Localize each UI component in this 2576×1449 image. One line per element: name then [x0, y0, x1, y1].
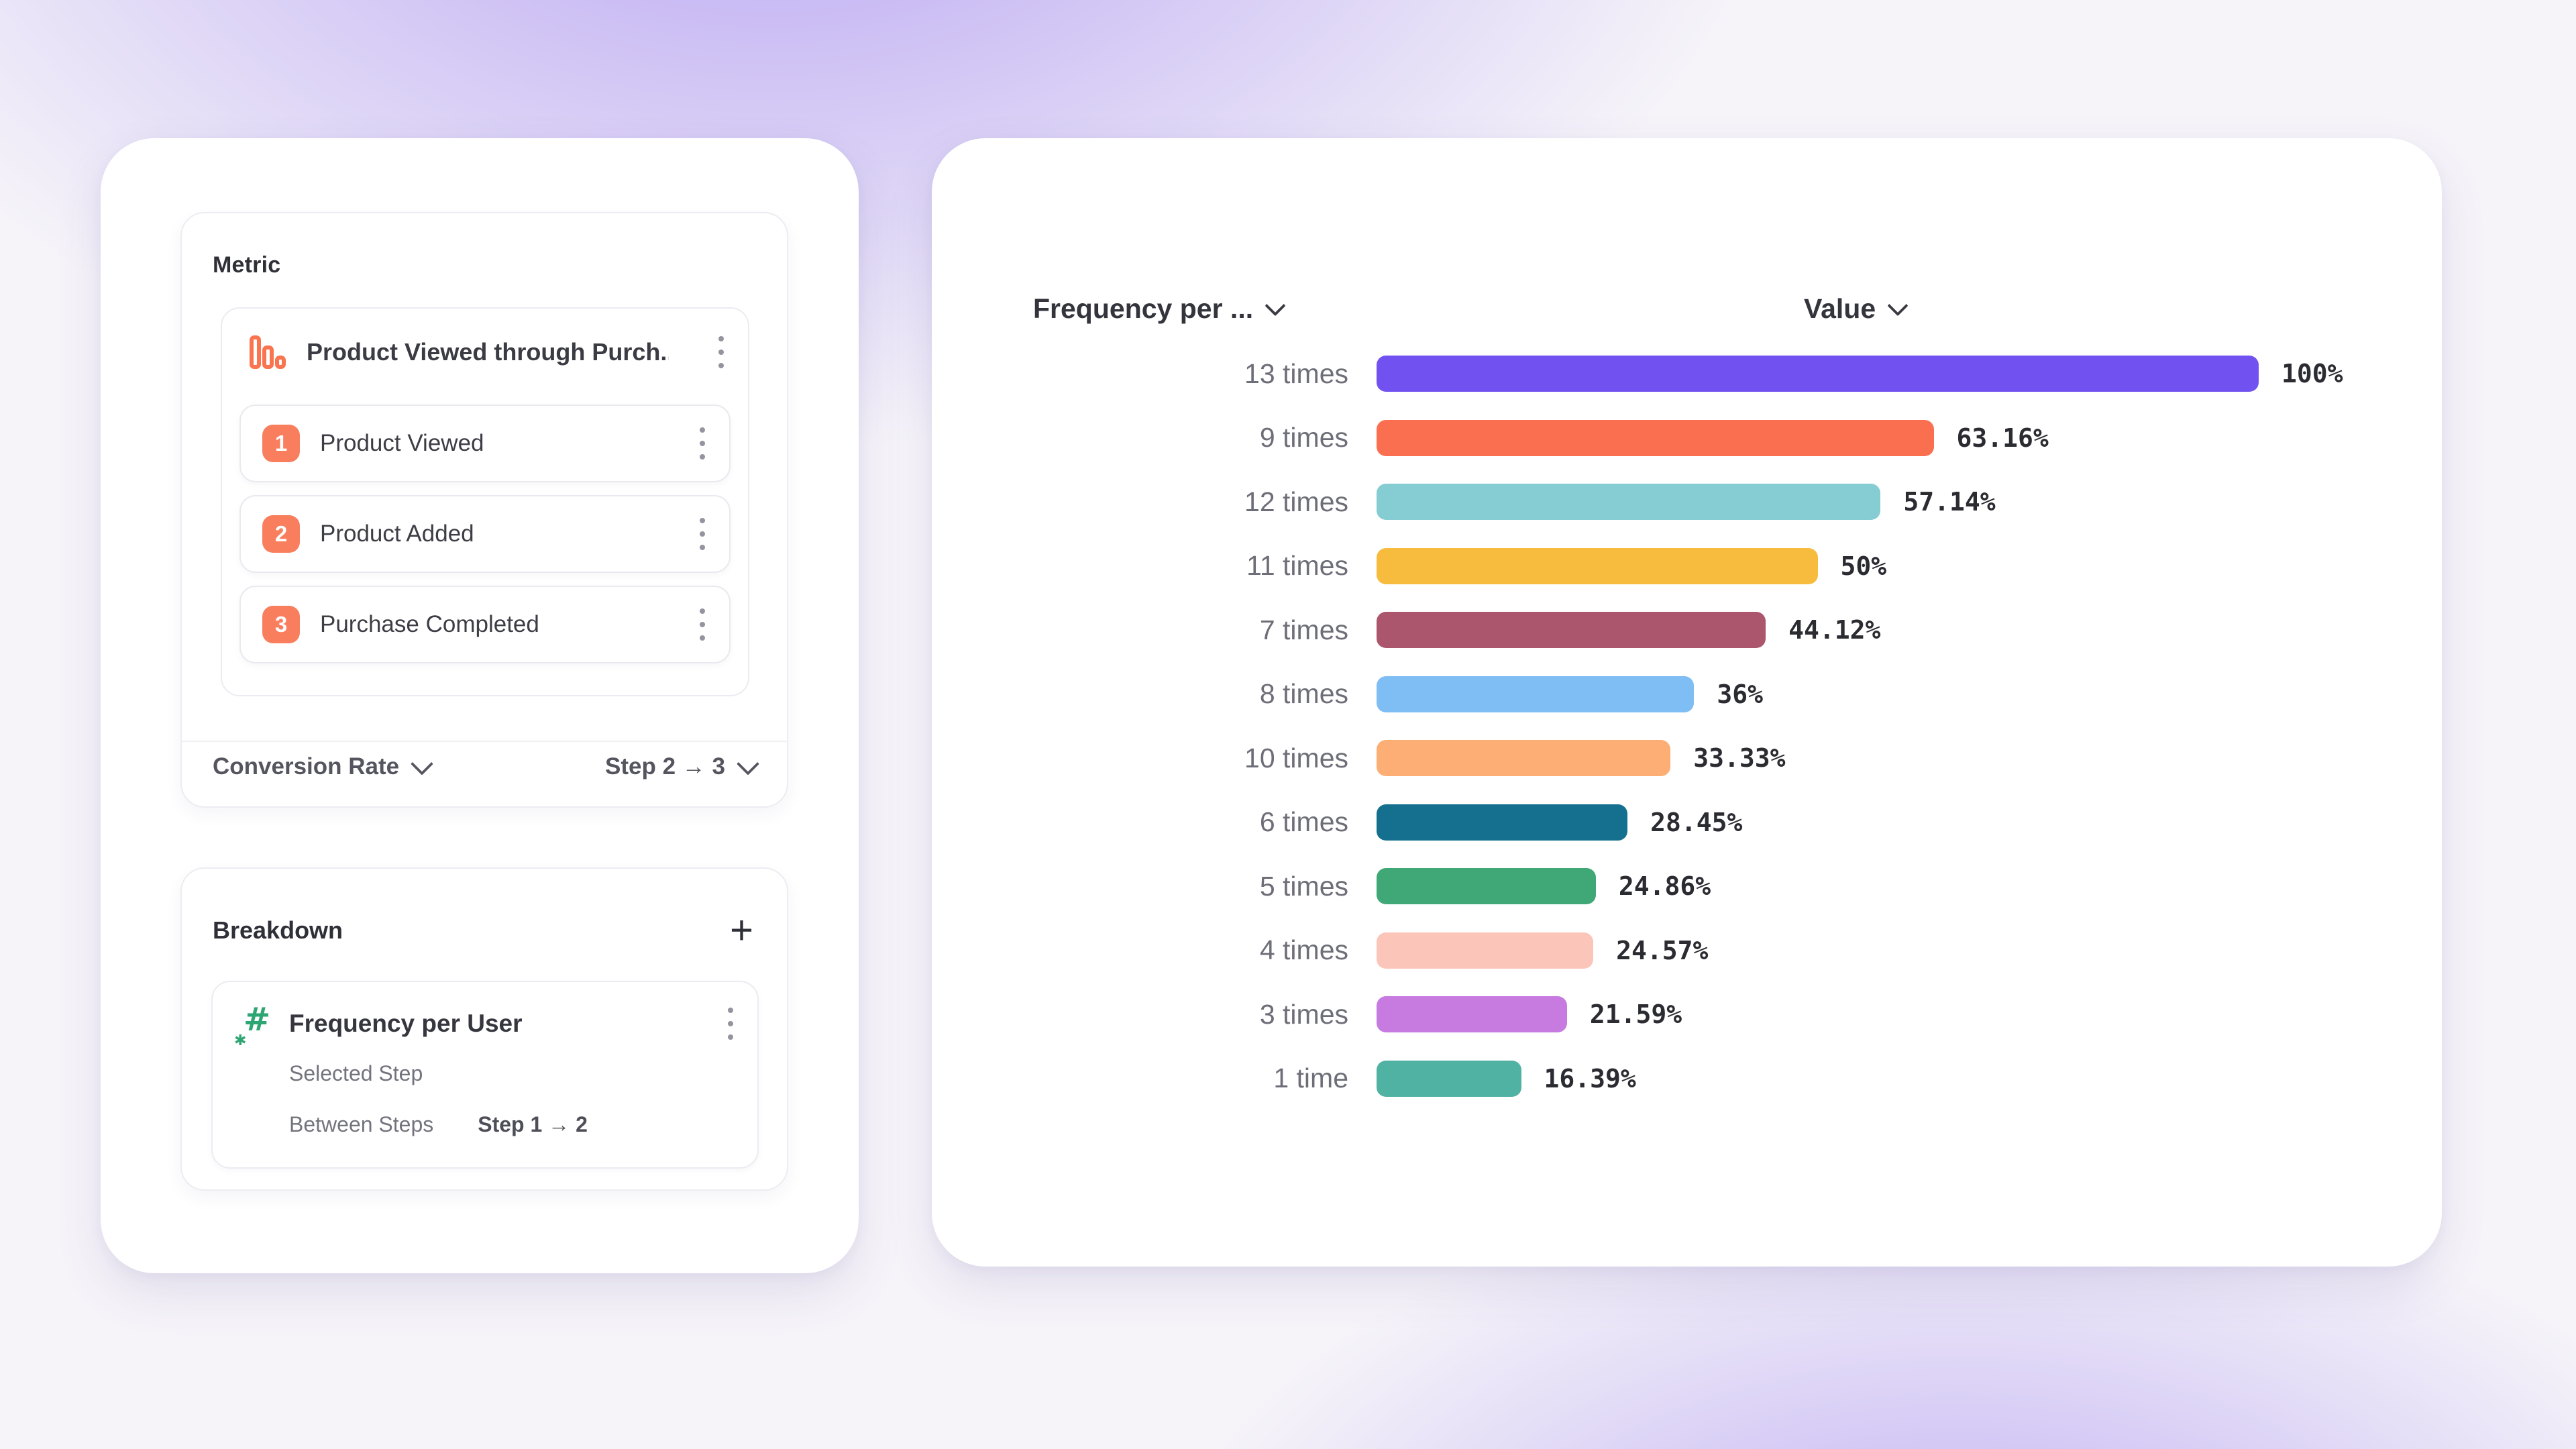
bar-category-label: 5 times — [1259, 870, 1348, 902]
bar-3-times[interactable] — [1377, 996, 1567, 1032]
bar-category-label: 10 times — [1244, 742, 1348, 773]
chart-row: 1 time 16.39% — [932, 1060, 2442, 1097]
bar-value-label: 24.57% — [1616, 935, 1709, 965]
bar-value-label: 57.14% — [1903, 487, 1996, 517]
chart-row: 8 times 36% — [932, 676, 2442, 712]
metric-card: Metric Product Viewed through Purch... 1… — [180, 212, 788, 808]
breakdown-card: Breakdown + # ✱ Frequency per User Select… — [180, 867, 788, 1191]
bar-10-times[interactable] — [1377, 740, 1671, 776]
chart-row: 3 times 21.59% — [932, 996, 2442, 1032]
kebab-menu-icon[interactable] — [718, 336, 724, 368]
bar-1-time[interactable] — [1377, 1060, 1521, 1097]
bar-8-times[interactable] — [1377, 676, 1695, 712]
bar-11-times[interactable] — [1377, 547, 1818, 584]
add-breakdown-button[interactable]: + — [729, 908, 753, 953]
bar-category-label: 13 times — [1244, 358, 1348, 389]
kebab-menu-icon[interactable] — [700, 518, 705, 550]
bar-value-label: 63.16% — [1956, 423, 2049, 453]
kebab-menu-icon[interactable] — [728, 1008, 733, 1040]
step-label: Product Viewed — [320, 430, 484, 456]
chart-row: 10 times 33.33% — [932, 740, 2442, 776]
bar-5-times[interactable] — [1377, 868, 1596, 904]
bar-6-times[interactable] — [1377, 804, 1628, 841]
bar-9-times[interactable] — [1377, 419, 1934, 456]
bar-value-label: 44.12% — [1788, 615, 1881, 645]
conversion-rate-dropdown[interactable]: Conversion Rate — [213, 752, 434, 780]
chart-row: 9 times 63.16% — [932, 419, 2442, 456]
between-steps-row[interactable]: Between Steps Step 1 → 2 — [289, 1112, 588, 1137]
chevron-down-icon — [411, 752, 434, 775]
chevron-down-icon — [1887, 295, 1909, 317]
breakdown-item: # ✱ Frequency per User Selected Step Betw… — [211, 981, 759, 1169]
bar-13-times[interactable] — [1377, 356, 2259, 392]
breakdown-section-title: Breakdown — [213, 916, 343, 944]
chart-row: 4 times 24.57% — [932, 932, 2442, 969]
bar-category-label: 12 times — [1244, 486, 1348, 517]
query-builder-panel: Metric Product Viewed through Purch... 1… — [101, 138, 859, 1273]
bar-category-label: 1 time — [1273, 1063, 1348, 1093]
breakdown-header: Breakdown + — [213, 910, 753, 951]
funnel-steps-container: Product Viewed through Purch... 1 Produc… — [221, 307, 749, 696]
metric-footer: Conversion Rate Step 2 → 3 — [213, 746, 759, 788]
bar-4-times[interactable] — [1377, 932, 1594, 969]
bar-category-label: 8 times — [1259, 678, 1348, 709]
step-number-badge: 2 — [262, 515, 300, 553]
bar-category-label: 3 times — [1259, 998, 1348, 1030]
breakdown-property-name: Frequency per User — [289, 1010, 523, 1037]
bar-category-label: 11 times — [1246, 550, 1348, 581]
step-label: Purchase Completed — [320, 611, 539, 637]
bar-value-label: 50% — [1840, 551, 1887, 581]
funnel-step-row-1[interactable]: 1 Product Viewed — [239, 405, 731, 482]
numeric-property-icon: # ✱ — [234, 1001, 271, 1049]
metric-section-title: Metric — [213, 252, 281, 278]
chevron-down-icon — [1265, 295, 1286, 317]
divider — [182, 741, 787, 742]
value-column-header-dropdown[interactable]: Value — [1804, 290, 1909, 327]
bar-value-label: 33.33% — [1693, 743, 1786, 773]
chart-panel: Frequency per ... Value 13 times 100% 9 ti… — [932, 138, 2442, 1267]
kebab-menu-icon[interactable] — [700, 427, 705, 460]
kebab-menu-icon[interactable] — [700, 608, 705, 641]
bar-value-label: 21.59% — [1589, 1000, 1682, 1029]
selected-step-label[interactable]: Selected Step — [289, 1061, 423, 1085]
bar-12-times[interactable] — [1377, 484, 1881, 520]
bar-value-label: 28.45% — [1650, 807, 1743, 837]
step-range-dropdown[interactable]: Step 2 → 3 — [605, 752, 759, 780]
chart-row: 11 times 50% — [932, 547, 2442, 584]
funnel-metric-name: Product Viewed through Purch... — [307, 338, 669, 366]
funnel-step-row-2[interactable]: 2 Product Added — [239, 495, 731, 573]
chart-row: 13 times 100% — [932, 356, 2442, 392]
chart-row: 7 times 44.12% — [932, 612, 2442, 648]
bar-value-label: 24.86% — [1618, 871, 1711, 901]
bar-value-label: 36% — [1717, 679, 1764, 709]
bar-value-label: 16.39% — [1544, 1063, 1636, 1093]
bar-value-label: 100% — [2282, 359, 2343, 388]
between-steps-label: Between Steps — [289, 1112, 434, 1136]
category-column-header-dropdown[interactable]: Frequency per ... — [1033, 290, 1286, 327]
funnel-bars-icon — [249, 335, 286, 370]
step-number-badge: 3 — [262, 606, 300, 643]
between-steps-value: Step 1 → 2 — [478, 1112, 588, 1136]
chart-row: 6 times 28.45% — [932, 804, 2442, 841]
bar-category-label: 7 times — [1259, 614, 1348, 645]
chart-row: 12 times 57.14% — [932, 484, 2442, 520]
step-number-badge: 1 — [262, 425, 300, 462]
chart-row: 5 times 24.86% — [932, 868, 2442, 904]
bar-category-label: 9 times — [1259, 422, 1348, 453]
breakdown-property-row[interactable]: # ✱ Frequency per User — [213, 997, 757, 1051]
bar-category-label: 4 times — [1259, 934, 1348, 965]
funnel-step-row-3[interactable]: 3 Purchase Completed — [239, 586, 731, 663]
bar-category-label: 6 times — [1259, 806, 1348, 837]
bar-7-times[interactable] — [1377, 612, 1766, 648]
funnel-metric-row[interactable]: Product Viewed through Purch... — [222, 309, 748, 396]
chevron-down-icon — [737, 752, 759, 775]
step-label: Product Added — [320, 521, 474, 547]
